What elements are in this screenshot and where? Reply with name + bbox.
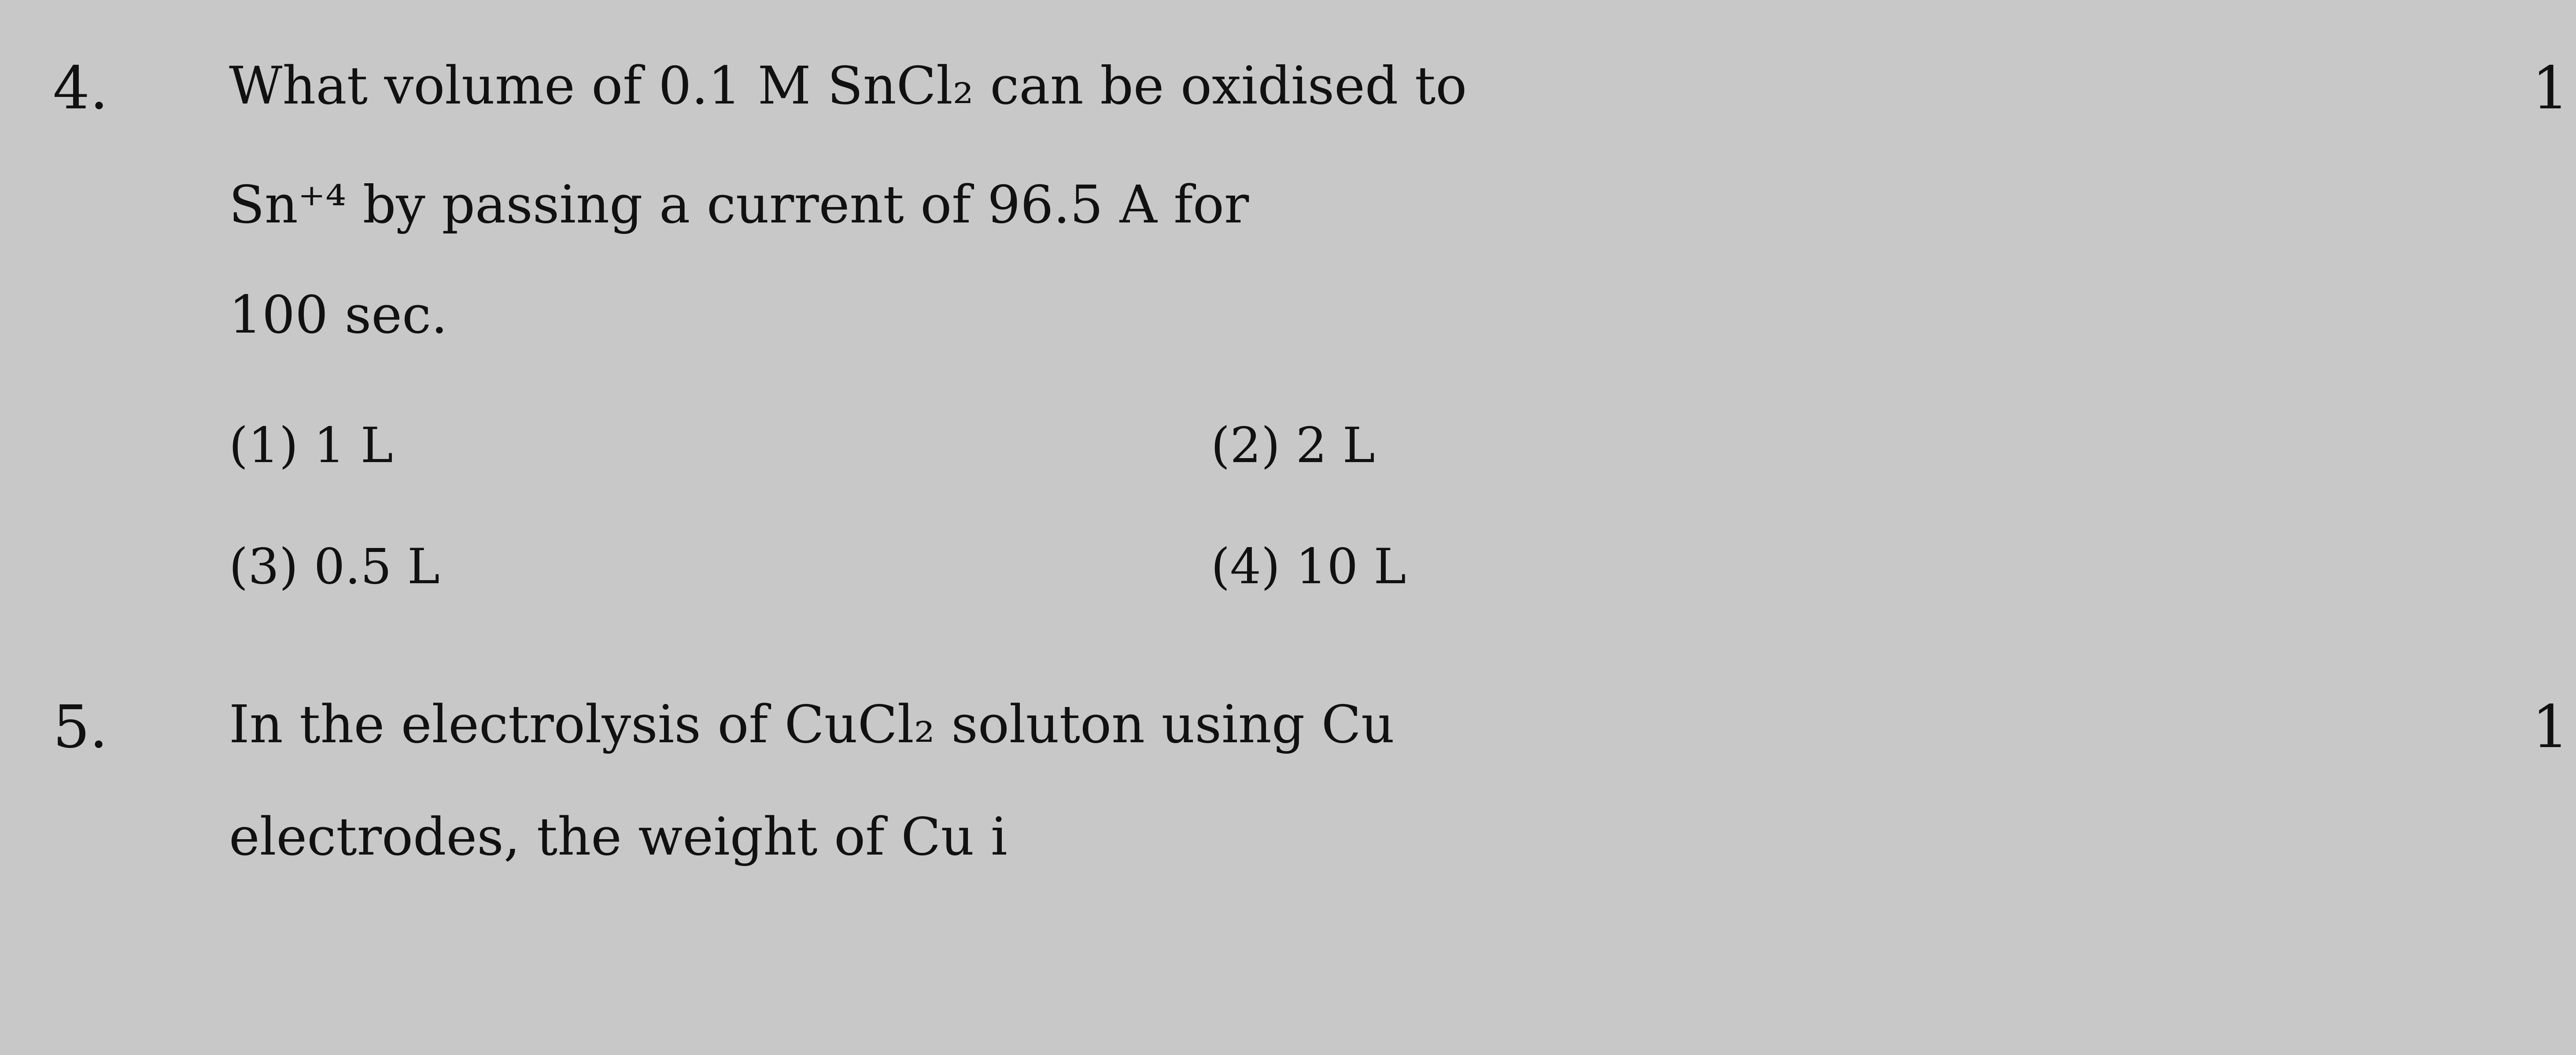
Text: 4.: 4. bbox=[54, 64, 108, 120]
Text: Sn⁺⁴ by passing a current of 96.5 A for: Sn⁺⁴ by passing a current of 96.5 A for bbox=[229, 183, 1249, 234]
Text: 1: 1 bbox=[2532, 64, 2568, 120]
Text: (3) 0.5 L: (3) 0.5 L bbox=[229, 546, 440, 593]
Text: 100 sec.: 100 sec. bbox=[229, 293, 448, 344]
Text: 5.: 5. bbox=[54, 703, 108, 760]
Text: (4) 10 L: (4) 10 L bbox=[1211, 546, 1406, 593]
Text: 1: 1 bbox=[2532, 703, 2568, 760]
Text: In the electrolysis of CuCl₂ soluton using Cu: In the electrolysis of CuCl₂ soluton usi… bbox=[229, 703, 1394, 753]
Text: What volume of 0.1 M SnCl₂ can be oxidised to: What volume of 0.1 M SnCl₂ can be oxidis… bbox=[229, 64, 1466, 114]
Text: electrodes, the weight of Cu i: electrodes, the weight of Cu i bbox=[229, 814, 1007, 866]
Text: (1) 1 L: (1) 1 L bbox=[229, 425, 394, 473]
Text: (2) 2 L: (2) 2 L bbox=[1211, 425, 1376, 473]
